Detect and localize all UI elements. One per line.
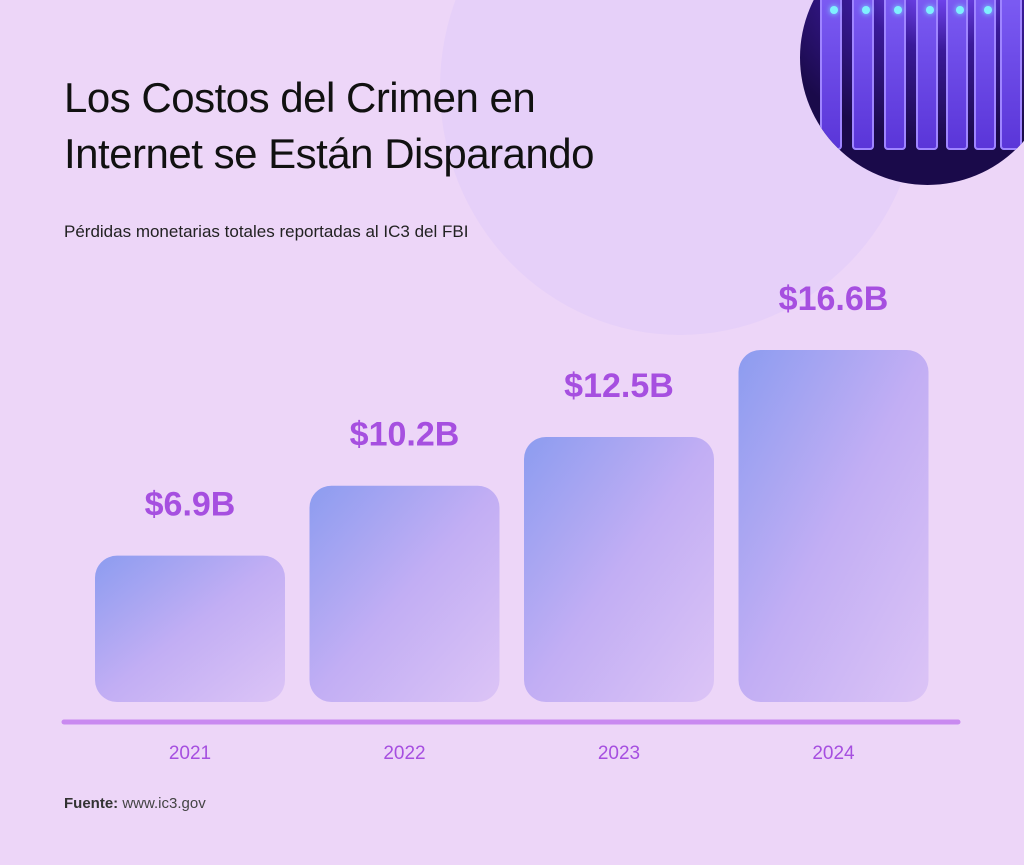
bar-2021 xyxy=(95,555,285,702)
title-line-2: Internet se Están Disparando xyxy=(64,130,595,177)
data-label: $6.9B xyxy=(145,486,236,524)
data-label: $12.5B xyxy=(564,367,674,405)
page-title: Los Costos del Crimen en Internet se Está… xyxy=(64,70,595,182)
x-tick-label: 2023 xyxy=(598,743,640,764)
x-tick-label: 2022 xyxy=(383,743,425,764)
source-note: Fuente: www.ic3.gov xyxy=(64,795,206,812)
server-rack-photo xyxy=(800,0,1024,185)
data-label: $16.6B xyxy=(779,280,889,318)
x-tick-label: 2021 xyxy=(169,743,211,764)
x-tick-label: 2024 xyxy=(812,743,855,764)
subtitle: Pérdidas monetarias totales reportadas a… xyxy=(64,222,469,241)
source-value: www.ic3.gov xyxy=(122,795,206,812)
bar-2022 xyxy=(309,485,500,702)
bar-2023 xyxy=(524,436,714,702)
bar-2024 xyxy=(738,350,929,702)
title-line-1: Los Costos del Crimen en xyxy=(64,74,536,121)
data-label: $10.2B xyxy=(350,416,460,454)
source-label: Fuente: xyxy=(64,795,119,812)
